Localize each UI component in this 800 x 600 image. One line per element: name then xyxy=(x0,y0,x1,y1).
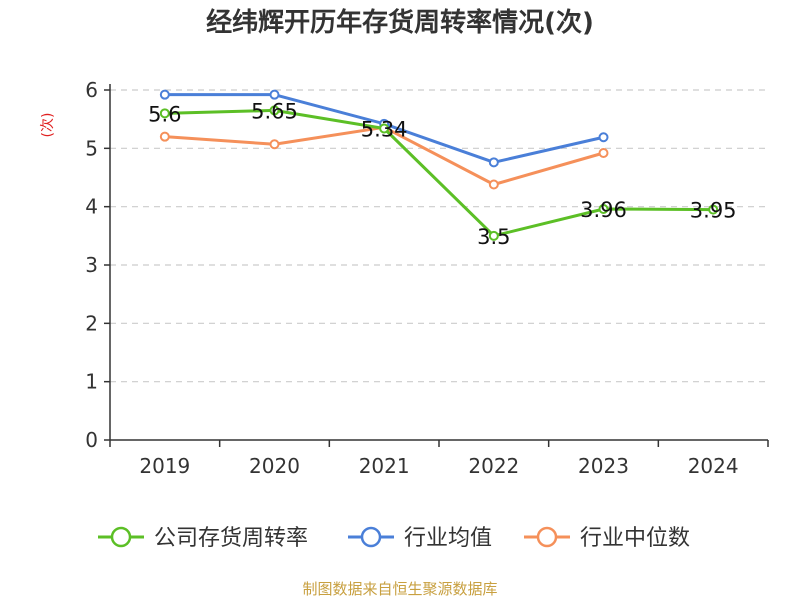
legend-item[interactable]: 公司存货周转率 xyxy=(98,526,308,551)
data-label: 3.5 xyxy=(477,225,510,249)
legend-item[interactable]: 行业均值 xyxy=(348,526,492,551)
source-note: 制图数据来自恒生聚源数据库 xyxy=(302,580,498,598)
y-tick-label: 3 xyxy=(85,253,98,277)
y-tick-label: 4 xyxy=(85,195,98,219)
y-tick-label: 6 xyxy=(85,78,98,102)
data-point[interactable] xyxy=(598,132,609,143)
legend-label: 公司存货周转率 xyxy=(154,526,308,551)
chart-title: 经纬辉开历年存货周转率情况(次) xyxy=(206,8,594,38)
x-tick-label: 2019 xyxy=(139,454,190,478)
x-tick-label: 2021 xyxy=(359,454,410,478)
data-point[interactable] xyxy=(269,139,280,150)
series-line xyxy=(164,108,714,238)
data-point[interactable] xyxy=(269,105,280,116)
data-label: 5.6 xyxy=(148,102,181,126)
x-tick-label: 2020 xyxy=(249,454,300,478)
legend-label: 行业中位数 xyxy=(580,526,690,551)
data-point[interactable] xyxy=(159,108,170,119)
y-axis-label: (次) xyxy=(40,113,56,138)
x-tick-label: 2022 xyxy=(468,454,519,478)
data-point[interactable] xyxy=(159,131,170,142)
data-point[interactable] xyxy=(488,230,499,241)
x-tick-label: 2023 xyxy=(578,454,629,478)
data-label: 5.65 xyxy=(251,99,298,123)
data-point[interactable] xyxy=(488,179,499,190)
axes: 0 1 2 3 4 5 6 2019 2020 2021 2022 2023 2024 (次) xyxy=(40,78,769,478)
legend-marker xyxy=(360,526,382,548)
grid-lines xyxy=(110,89,768,383)
y-tick-label: 2 xyxy=(85,311,98,335)
series-0 xyxy=(159,105,719,241)
data-label: 3.95 xyxy=(690,199,737,223)
y-tick-label: 0 xyxy=(85,428,98,452)
y-tick-label: 5 xyxy=(85,136,98,160)
data-point[interactable] xyxy=(379,123,390,134)
data-point[interactable] xyxy=(598,204,609,214)
legend-marker xyxy=(110,526,132,548)
data-point[interactable] xyxy=(708,204,719,215)
legend: 公司存货周转率 行业均值 行业中位数 xyxy=(98,526,690,551)
data-point[interactable] xyxy=(598,148,609,158)
data-label: 3.96 xyxy=(580,198,627,222)
data-label: 5.34 xyxy=(361,118,408,142)
data-point[interactable] xyxy=(269,89,280,100)
series-lines xyxy=(159,89,719,241)
y-tick-label: 1 xyxy=(85,370,98,394)
data-point[interactable] xyxy=(159,89,170,100)
data-labels: 5.6 5.65 5.34 3.5 3.96 3.95 xyxy=(148,99,736,248)
x-tick-label: 2024 xyxy=(688,454,739,478)
legend-marker xyxy=(536,526,558,548)
legend-label: 行业均值 xyxy=(404,526,492,551)
data-point[interactable] xyxy=(488,157,499,168)
legend-item[interactable]: 行业中位数 xyxy=(524,526,690,551)
